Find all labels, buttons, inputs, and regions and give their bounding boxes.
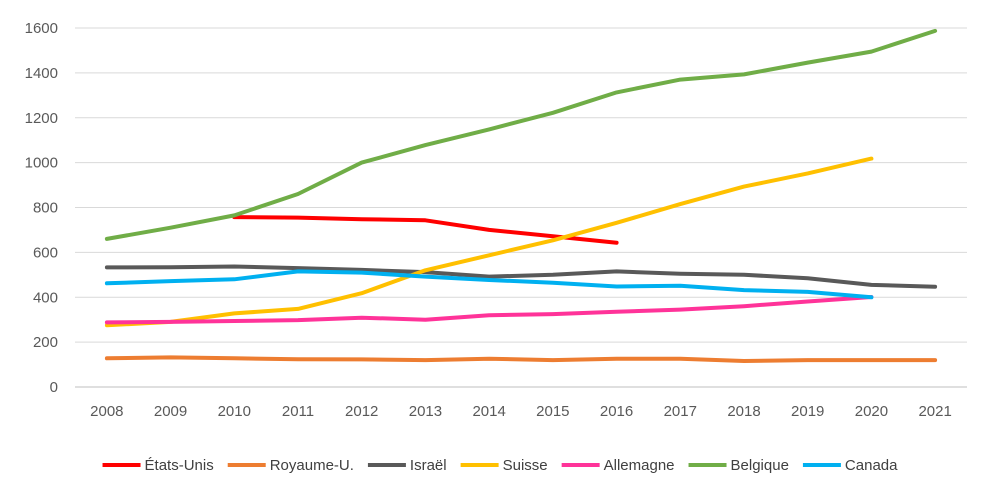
x-tick-label: 2016 — [600, 403, 633, 420]
legend-label: Suisse — [503, 457, 548, 474]
x-tick-label: 2017 — [664, 403, 697, 420]
y-tick-label: 200 — [33, 334, 58, 351]
y-tick-label: 1600 — [25, 20, 58, 37]
legend-label: Israël — [410, 457, 447, 474]
x-axis-ticks: 2008 2009 2010 2011 2012 2013 2014 2015 2016 2017… — [90, 403, 952, 420]
x-tick-label: 2021 — [918, 403, 951, 420]
x-tick-label: 2010 — [218, 403, 251, 420]
series-lines — [104, 28, 938, 363]
series-line-royaume-u — [104, 355, 938, 363]
y-tick-label: 600 — [33, 244, 58, 261]
x-tick-label: 2008 — [90, 403, 123, 420]
y-tick-label: 0 — [50, 379, 58, 396]
series-line-canada — [104, 269, 874, 300]
gridlines — [75, 27, 967, 388]
legend-label: États-Unis — [145, 457, 214, 474]
x-tick-label: 2015 — [536, 403, 569, 420]
x-tick-label: 2012 — [345, 403, 378, 420]
series-line-belgique — [104, 28, 938, 241]
y-tick-label: 400 — [33, 289, 58, 306]
legend-label: Belgique — [731, 457, 789, 474]
x-tick-label: 2009 — [154, 403, 187, 420]
x-tick-label: 2020 — [855, 403, 888, 420]
legend-label: Allemagne — [604, 457, 675, 474]
y-tick-label: 1400 — [25, 65, 58, 82]
series-line-suisse — [104, 156, 874, 328]
y-tick-label: 1000 — [25, 155, 58, 172]
x-tick-label: 2019 — [791, 403, 824, 420]
x-tick-label: 2013 — [409, 403, 442, 420]
y-axis-ticks: 0 200 400 600 800 1000 1200 1400 1600 — [25, 20, 58, 396]
series-line-isra-l — [104, 264, 938, 289]
y-tick-label: 800 — [33, 200, 58, 217]
legend-label: Royaume-U. — [270, 457, 354, 474]
x-tick-label: 2018 — [727, 403, 760, 420]
y-tick-label: 1200 — [25, 110, 58, 127]
series-line-allemagne — [104, 295, 874, 325]
x-tick-label: 2011 — [282, 403, 314, 420]
series-line-tats-unis — [232, 215, 619, 245]
legend: États-Unis Royaume-U. Israël Suisse Allemagn… — [102, 457, 898, 474]
legend-label: Canada — [845, 457, 898, 474]
x-tick-label: 2014 — [472, 403, 505, 420]
